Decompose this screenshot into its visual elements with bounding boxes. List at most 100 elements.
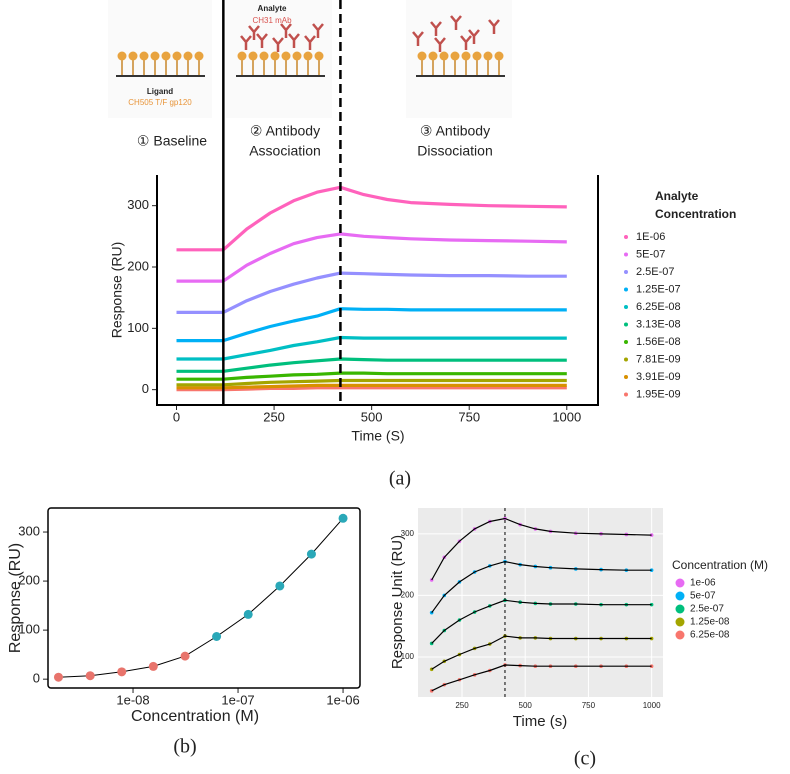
legend-swatch [624,357,628,362]
ligand-name: CH505 T/F gp120 [128,98,192,107]
diagram-icons [116,15,505,77]
antibody [272,37,284,52]
x-axis-title: Time (S) [351,428,404,444]
ligand-head [237,51,247,61]
antibody [248,25,260,40]
plot-panel [418,508,663,697]
y-tick-label: 300 [18,523,40,538]
legend-swatch [675,617,685,627]
data-point [180,651,190,661]
ligand-head [259,51,269,61]
antibody [460,35,472,50]
series-line [176,335,567,361]
series-line [176,357,567,373]
data-point [649,602,654,607]
legend-swatch [675,630,685,640]
legend-label: 2.5e-07 [690,604,724,615]
antibody [256,33,268,48]
x-tick-label: 750 [582,701,596,710]
y-tick-label: 0 [142,381,149,396]
ligand-head [281,51,291,61]
y-tick-label: 200 [401,591,415,600]
ligand-head [417,51,427,61]
data-point [53,672,63,682]
antibody [488,19,500,34]
x-tick-label: 250 [455,701,469,710]
x-tick-label: 0 [173,409,180,424]
antibody [450,15,462,30]
fit-line [431,560,652,614]
step-label: Association [249,143,321,159]
antibody [280,23,292,38]
ligand-head [428,51,438,61]
ligand-head [439,51,449,61]
data-point [649,636,654,641]
series-line [176,232,567,283]
x-axis-title: Time (s) [513,713,567,730]
legend-swatch [624,340,628,344]
y-tick-label: 100 [18,622,40,637]
ligand-head [128,51,138,61]
y-tick-label: 200 [127,258,149,273]
antibody [468,29,480,44]
ligand-head [461,51,471,61]
x-tick-label: 250 [263,409,285,424]
ligand-head [483,51,493,61]
ligand-head [139,51,149,61]
y-axis-title: Response (RU) [7,543,24,653]
legend-label: 5e-07 [690,591,716,602]
series-line [176,386,567,392]
ligand-head [472,51,482,61]
series-line [176,371,567,381]
data-point [275,581,285,591]
y-tick-label: 300 [401,529,415,538]
legend-swatch [624,252,628,257]
legend-swatch [675,578,685,588]
data-point [649,664,654,669]
legend-label: 2.5E-07 [636,266,675,278]
ligand-head [450,51,460,61]
fit-line [431,664,652,692]
legend-title: Concentration [655,207,736,221]
legend-swatch [624,235,628,239]
x-tick-label: 1000 [552,409,581,424]
ligand-head [150,51,160,61]
y-tick-label: 200 [18,573,40,588]
antibody [412,31,424,46]
data-point [306,549,316,559]
x-axis-title: Concentration (M) [131,708,259,725]
legend-swatch [624,305,628,309]
legend-label: 5E-07 [636,248,665,260]
legend-label: 3.91E-09 [636,371,681,383]
legend-label: 3.13E-08 [636,318,681,330]
y-axis-title: Response (RU) [109,242,125,338]
antibody [430,21,442,36]
ligand-label: Ligand [147,87,173,96]
y-axis-title: Response Unit (RU) [389,535,406,669]
caption: (c) [574,748,596,770]
antibody [312,23,324,38]
y-tick-label: 100 [401,652,415,661]
ligand-head [161,51,171,61]
step-label: ③ Antibody [420,123,490,139]
fit-line [58,517,344,678]
ligand-head [303,51,313,61]
antibody [240,35,252,50]
ligand-head [183,51,193,61]
x-tick-label: 500 [519,701,533,710]
x-tick-label: 1e-08 [116,692,149,707]
ligand-head [292,51,302,61]
axis-frame [47,507,361,689]
legend-swatch [624,287,628,292]
ligand-head [494,51,504,61]
ligand-head [117,51,127,61]
legend-label: 7.81E-09 [636,353,681,365]
caption: (b) [173,736,196,758]
data-point [117,667,127,677]
antibody [304,35,316,50]
y-tick-label: 300 [127,197,149,212]
ligand-head [172,51,182,61]
data-point [212,632,222,642]
step-label: ① Baseline [137,133,207,149]
y-tick-label: 0 [33,671,40,686]
